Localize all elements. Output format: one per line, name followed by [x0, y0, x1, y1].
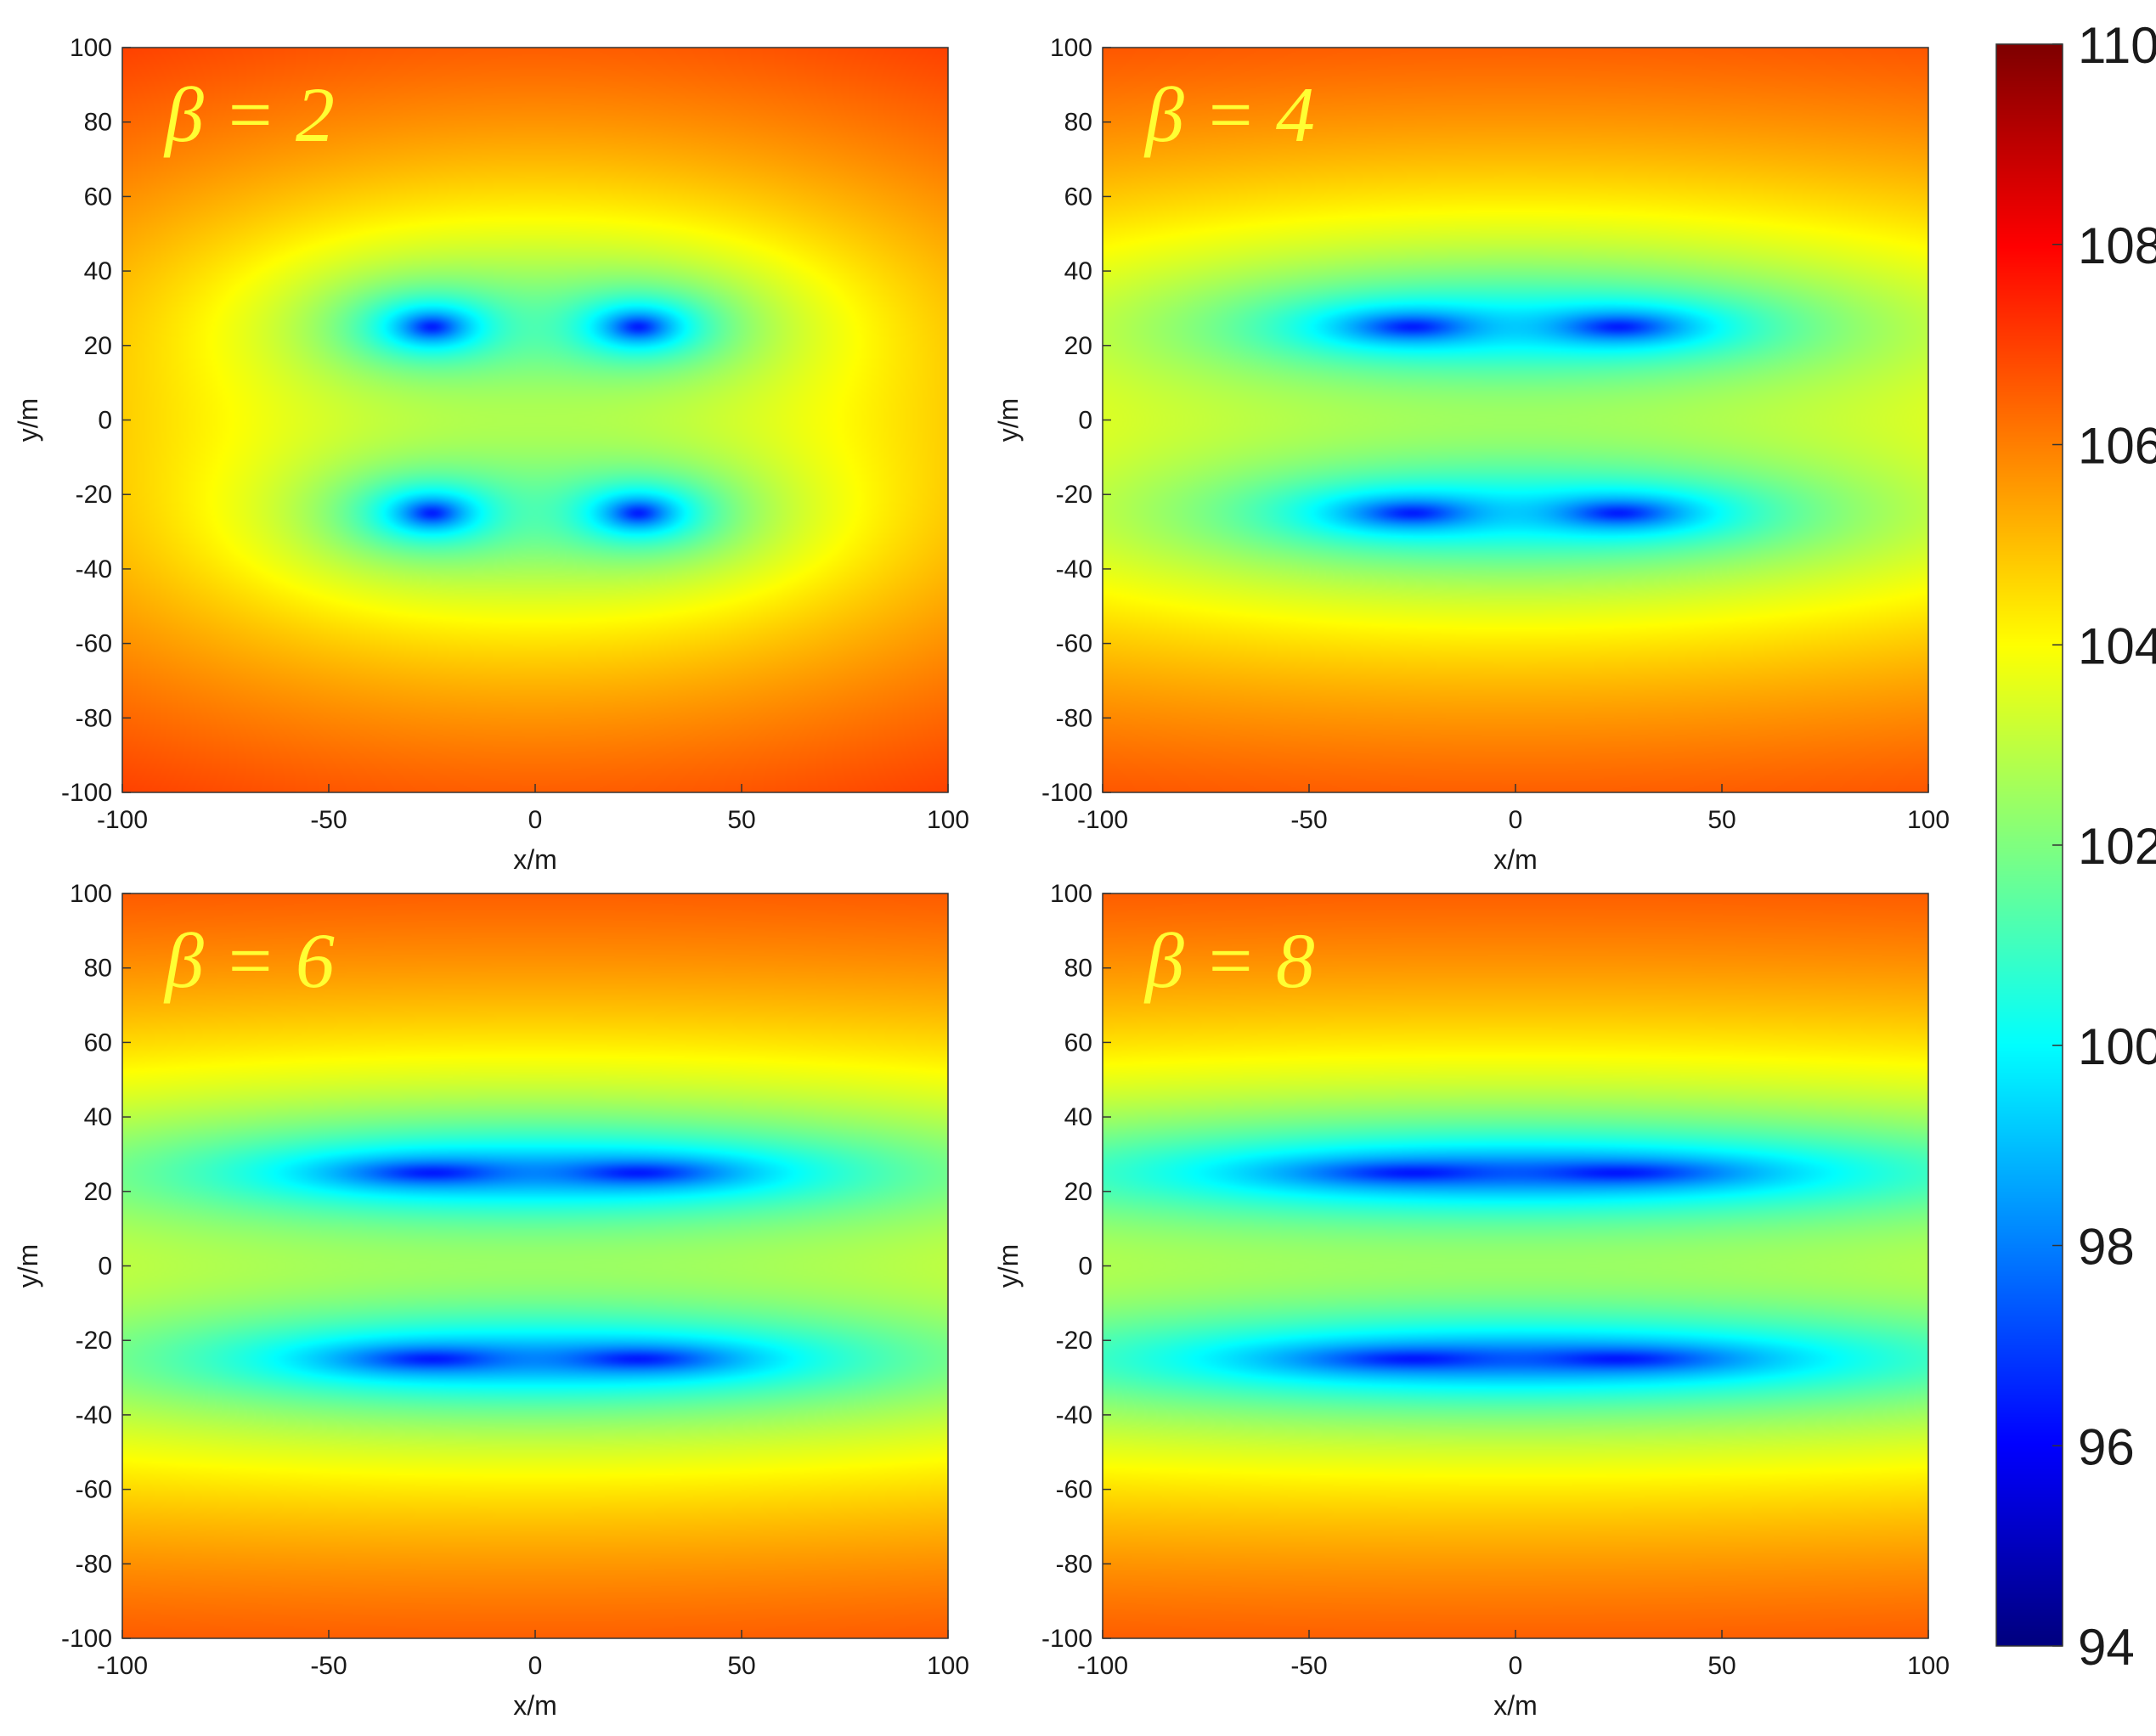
y-axis-label: y/m: [993, 398, 1024, 442]
x-tick-label: 100: [1907, 1652, 1950, 1680]
y-tick-label: 40: [84, 1103, 112, 1131]
x-tick-label: 0: [1509, 806, 1523, 834]
colorbar-gradient: [1996, 44, 2063, 1646]
y-tick-label: 80: [1064, 109, 1092, 137]
x-axis-label: x/m: [513, 844, 557, 875]
heatmap-beta-4: [1103, 48, 1928, 792]
y-tick-label: 80: [84, 109, 112, 137]
x-tick-label: 50: [727, 1652, 755, 1680]
x-tick-label: 100: [927, 1652, 969, 1680]
heatmap-beta-2: [122, 48, 948, 792]
x-tick-label: 50: [1707, 806, 1736, 834]
x-tick-label: 100: [1907, 806, 1950, 834]
y-axis-label: y/m: [993, 1244, 1024, 1288]
y-tick-label: -20: [1056, 1327, 1092, 1355]
y-tick-label: -100: [1041, 1625, 1092, 1653]
x-tick-label: -100: [1077, 1652, 1128, 1680]
colorbar-tick-label: 108: [2078, 217, 2156, 274]
colorbar-tick-label: 94: [2078, 1619, 2135, 1676]
y-tick-label: 60: [84, 183, 112, 211]
x-tick-label: -50: [310, 1652, 347, 1680]
y-tick-label: -100: [1041, 779, 1092, 807]
y-tick-label: 0: [98, 1253, 112, 1281]
y-tick-label: -80: [1056, 1550, 1092, 1578]
x-tick-label: -50: [1290, 806, 1327, 834]
y-tick-label: -20: [76, 481, 112, 509]
y-tick-label: -40: [76, 555, 112, 583]
beta-annotation: β = 8: [1143, 917, 1315, 1004]
y-axis-label: y/m: [13, 398, 43, 442]
y-tick-label: -80: [1056, 704, 1092, 732]
x-tick-label: 0: [1509, 1652, 1523, 1680]
x-tick-label: 50: [727, 806, 755, 834]
x-tick-label: 0: [528, 1652, 543, 1680]
plot-frame: [121, 893, 949, 1639]
y-tick-label: 0: [1078, 407, 1092, 435]
y-tick-label: 20: [1064, 1178, 1092, 1206]
colorbar-tick-label: 106: [2078, 418, 2156, 475]
y-tick-label: -20: [76, 1327, 112, 1355]
beta-annotation: β = 4: [1143, 71, 1315, 158]
y-axis-label: y/m: [13, 1244, 43, 1288]
y-tick-label: 20: [84, 1178, 112, 1206]
y-tick-label: 60: [1064, 183, 1092, 211]
x-tick-label: -50: [1290, 1652, 1327, 1680]
y-tick-label: 20: [84, 332, 112, 360]
colorbar-tick-label: 98: [2078, 1219, 2135, 1276]
heatmap-beta-6: [122, 893, 948, 1638]
x-tick-label: -100: [97, 806, 148, 834]
colorbar-tick-label: 100: [2078, 1018, 2156, 1075]
y-tick-label: -20: [1056, 481, 1092, 509]
plot-frame: [1102, 47, 1929, 793]
heatmap-beta-8: [1103, 893, 1928, 1638]
y-tick-label: 0: [98, 407, 112, 435]
y-tick-label: -100: [61, 1625, 112, 1653]
plot-frame: [121, 47, 949, 793]
y-tick-label: 40: [84, 257, 112, 285]
x-axis-label: x/m: [513, 1690, 557, 1721]
colorbar-tick-label: 110: [2078, 17, 2156, 74]
y-tick-label: 100: [70, 880, 112, 908]
y-tick-label: -60: [76, 1476, 112, 1504]
y-tick-label: 100: [1050, 34, 1092, 62]
y-tick-label: -60: [1056, 630, 1092, 658]
y-tick-label: -60: [76, 630, 112, 658]
y-tick-label: -80: [76, 704, 112, 732]
beta-annotation: β = 2: [163, 71, 335, 158]
y-tick-label: 40: [1064, 1103, 1092, 1131]
x-tick-label: -50: [310, 806, 347, 834]
colorbar-tick-label: 96: [2078, 1418, 2135, 1475]
y-tick-label: 40: [1064, 257, 1092, 285]
y-tick-label: 100: [1050, 880, 1092, 908]
plot-frame: [1102, 893, 1929, 1639]
y-tick-label: -40: [1056, 1401, 1092, 1429]
y-tick-label: -60: [1056, 1476, 1092, 1504]
y-tick-label: 80: [84, 955, 112, 983]
x-tick-label: -100: [97, 1652, 148, 1680]
x-axis-label: x/m: [1493, 844, 1538, 875]
y-tick-label: 0: [1078, 1253, 1092, 1281]
y-tick-label: -40: [1056, 555, 1092, 583]
y-tick-label: 100: [70, 34, 112, 62]
y-tick-label: 60: [1064, 1029, 1092, 1057]
y-tick-label: -100: [61, 779, 112, 807]
x-tick-label: 50: [1707, 1652, 1736, 1680]
x-tick-label: -100: [1077, 806, 1128, 834]
x-tick-label: 0: [528, 806, 543, 834]
y-tick-label: 20: [1064, 332, 1092, 360]
colorbar-tick-label: 102: [2078, 818, 2156, 875]
colorbar-tick-label: 104: [2078, 617, 2156, 674]
y-tick-label: -80: [76, 1550, 112, 1578]
y-tick-label: 80: [1064, 955, 1092, 983]
x-tick-label: 100: [927, 806, 969, 834]
y-tick-label: -40: [76, 1401, 112, 1429]
x-axis-label: x/m: [1493, 1690, 1538, 1721]
y-tick-label: 60: [84, 1029, 112, 1057]
beta-annotation: β = 6: [163, 917, 335, 1004]
